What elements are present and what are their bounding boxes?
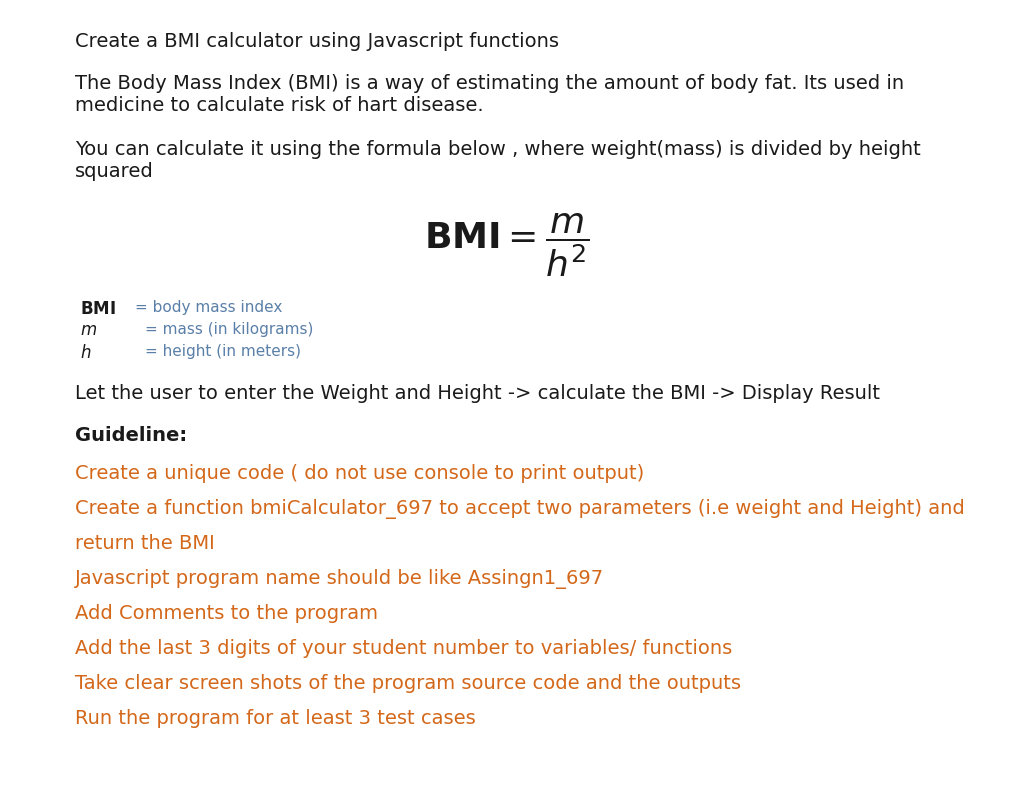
Text: You can calculate it using the formula below , where weight(mass) is divided by : You can calculate it using the formula b… (75, 140, 921, 159)
Text: $m$: $m$ (80, 322, 97, 339)
Text: = mass (in kilograms): = mass (in kilograms) (145, 322, 313, 337)
Text: squared: squared (75, 162, 154, 181)
Text: Add the last 3 digits of your student number to variables/ functions: Add the last 3 digits of your student nu… (75, 639, 732, 658)
Text: $\mathbf{BMI} = \dfrac{m}{h^2}$: $\mathbf{BMI} = \dfrac{m}{h^2}$ (424, 212, 590, 279)
Text: Take clear screen shots of the program source code and the outputs: Take clear screen shots of the program s… (75, 674, 741, 693)
Text: $\mathbf{BMI}$: $\mathbf{BMI}$ (80, 300, 116, 318)
Text: Javascript program name should be like Assingn1_697: Javascript program name should be like A… (75, 569, 604, 589)
Text: Let the user to enter the Weight and Height -> calculate the BMI -> Display Resu: Let the user to enter the Weight and Hei… (75, 384, 880, 403)
Text: Create a BMI calculator using Javascript functions: Create a BMI calculator using Javascript… (75, 32, 559, 51)
Text: = body mass index: = body mass index (135, 300, 282, 315)
Text: medicine to calculate risk of hart disease.: medicine to calculate risk of hart disea… (75, 96, 484, 115)
Text: The Body Mass Index (BMI) is a way of estimating the amount of body fat. Its use: The Body Mass Index (BMI) is a way of es… (75, 74, 904, 93)
Text: Guideline:: Guideline: (75, 426, 188, 445)
Text: Run the program for at least 3 test cases: Run the program for at least 3 test case… (75, 709, 476, 728)
Text: Create a unique code ( do not use console to print output): Create a unique code ( do not use consol… (75, 464, 644, 483)
Text: Add Comments to the program: Add Comments to the program (75, 604, 378, 623)
Text: $h$: $h$ (80, 344, 91, 362)
Text: = height (in meters): = height (in meters) (145, 344, 301, 359)
Text: return the BMI: return the BMI (75, 534, 215, 553)
Text: Create a function bmiCalculator_697 to accept two parameters (i.e weight and Hei: Create a function bmiCalculator_697 to a… (75, 499, 964, 519)
